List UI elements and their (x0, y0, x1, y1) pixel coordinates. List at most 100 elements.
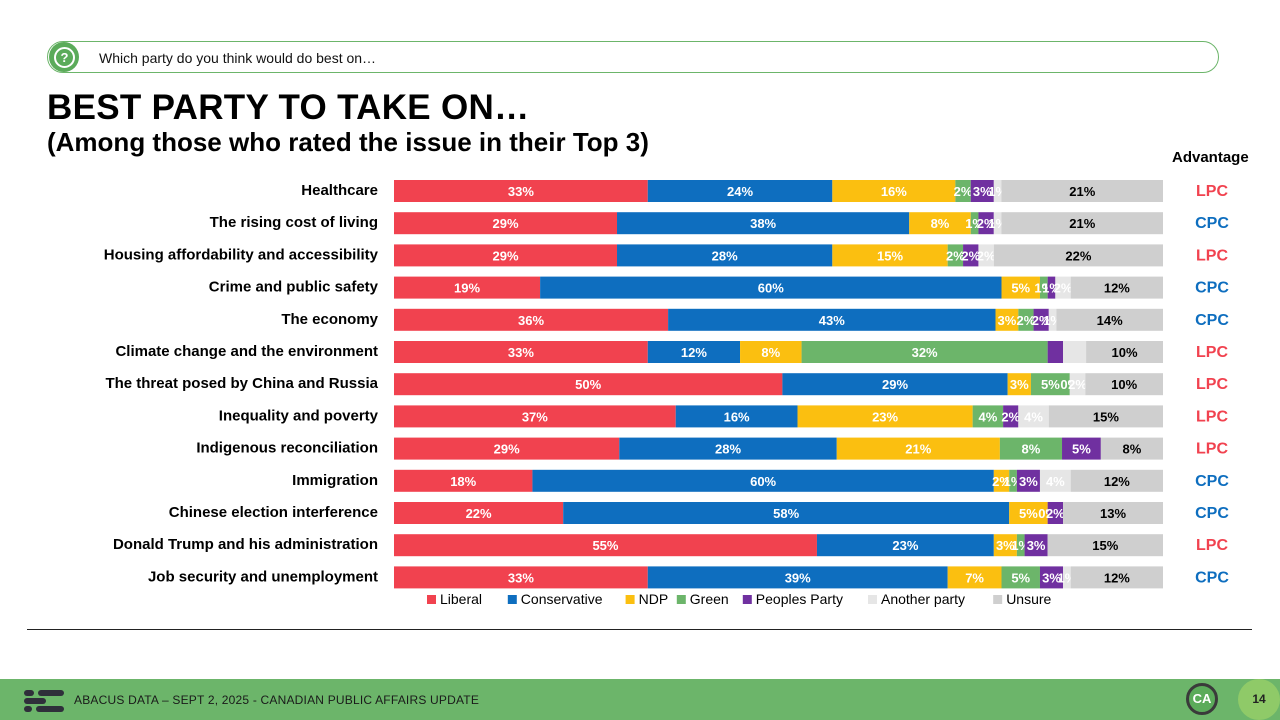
category-label: The threat posed by China and Russia (105, 375, 378, 392)
data-label: 2% (1068, 377, 1087, 392)
bar-segment (978, 212, 994, 235)
data-label: 50% (575, 377, 601, 392)
bar-segment (947, 566, 1002, 589)
bar-segment (1086, 341, 1163, 363)
bar-segment (970, 180, 994, 202)
data-label: 23% (892, 538, 918, 553)
data-label: 8% (761, 345, 780, 360)
bar-segment (617, 212, 910, 235)
legend-label: Unsure (1006, 591, 1051, 607)
data-label: 32% (912, 345, 938, 360)
data-label: 3% (1027, 538, 1046, 553)
bar-segment (970, 212, 979, 235)
data-label: 24% (727, 184, 753, 199)
bar-segment (993, 180, 1002, 202)
data-label: 2% (1046, 506, 1065, 521)
data-label: 12% (1104, 474, 1130, 489)
bar-segment (394, 437, 620, 460)
data-label: 58% (773, 506, 799, 521)
bar-segment (999, 437, 1063, 460)
data-label: 21% (1069, 184, 1095, 199)
bar-segment (1001, 566, 1040, 589)
bar-segment (394, 180, 648, 202)
category-label: Housing affordability and accessibility (104, 246, 379, 263)
data-label: 2% (977, 216, 996, 231)
bar-segment (832, 180, 956, 202)
data-label: 33% (508, 345, 534, 360)
bar-segment (1063, 566, 1071, 589)
data-label: 3% (996, 538, 1015, 553)
bar-segment (394, 212, 618, 235)
advantage-label: LPC (1196, 183, 1228, 200)
category-label: Climate change and the environment (115, 343, 378, 360)
bar-segment (394, 502, 564, 524)
bar-segment (394, 373, 783, 396)
data-label: 16% (881, 184, 907, 199)
advantage-label: CPC (1195, 569, 1229, 586)
advantage-label: LPC (1196, 247, 1228, 264)
question-banner (47, 41, 1219, 73)
bar-segment (394, 308, 669, 331)
data-label: 3% (998, 313, 1017, 328)
data-label: 2% (954, 184, 973, 199)
ca-logo: CA (1186, 683, 1218, 715)
category-label: Immigration (292, 472, 378, 489)
bar-segment (1009, 469, 1017, 492)
bar-segment (394, 566, 648, 589)
bar-segment (993, 244, 1163, 267)
bar-segment (1030, 373, 1070, 396)
data-label: 37% (522, 409, 548, 424)
data-label: 5% (1019, 506, 1038, 521)
category-label: Indigenous reconciliation (196, 440, 378, 457)
bar-segment (1039, 469, 1071, 492)
data-label: 39% (785, 570, 811, 585)
data-label: 2% (1054, 281, 1073, 296)
bar-segment (993, 212, 1002, 235)
data-label: 2% (992, 474, 1011, 489)
bar-segment (394, 276, 541, 299)
data-label: 36% (518, 313, 544, 328)
data-label: 13% (1100, 506, 1126, 521)
data-label: 2% (946, 248, 965, 263)
data-label: 33% (508, 570, 534, 585)
bar-segment (668, 308, 996, 331)
legend-swatch (868, 595, 877, 604)
divider (27, 629, 1252, 630)
data-label: 55% (592, 538, 618, 553)
bar-segment (1048, 405, 1163, 428)
page-title: BEST PARTY TO TAKE ON… (47, 88, 530, 127)
bar-segment (1016, 534, 1025, 557)
bar-segment (617, 244, 833, 267)
bar-segment (1009, 502, 1048, 524)
data-label: 8% (1123, 442, 1142, 457)
advantage-label: CPC (1195, 473, 1229, 490)
data-label: 23% (872, 409, 898, 424)
data-label: 12% (681, 345, 707, 360)
bar-segment (832, 244, 948, 267)
bar-segment (647, 566, 948, 589)
footer-text: ABACUS DATA – SEPT 2, 2025 - CANADIAN PU… (74, 693, 480, 707)
bar-segment (394, 469, 533, 492)
bar-segment (1047, 276, 1056, 299)
data-label: 15% (1092, 538, 1118, 553)
bar-segment (1062, 437, 1101, 460)
bar-segment (1047, 534, 1163, 557)
data-label: 15% (1093, 409, 1119, 424)
bar-segment (1070, 276, 1163, 299)
bar-segment (1001, 212, 1163, 235)
legend-label: Liberal (440, 591, 482, 607)
bar-segment (532, 469, 994, 492)
page-subtitle: (Among those who rated the issue in thei… (47, 127, 649, 157)
advantage-header: Advantage (1172, 149, 1249, 166)
category-label: Donald Trump and his administration (113, 536, 378, 553)
data-label: 7% (965, 570, 984, 585)
legend-label: NDP (639, 591, 669, 607)
bar-segment (955, 180, 971, 202)
category-label: Job security and unemployment (148, 568, 378, 585)
data-label: 21% (905, 442, 931, 457)
advantage-label: CPC (1195, 215, 1229, 232)
legend-swatch (427, 595, 436, 604)
question-icon: ? (49, 42, 79, 72)
data-label: 22% (466, 506, 492, 521)
